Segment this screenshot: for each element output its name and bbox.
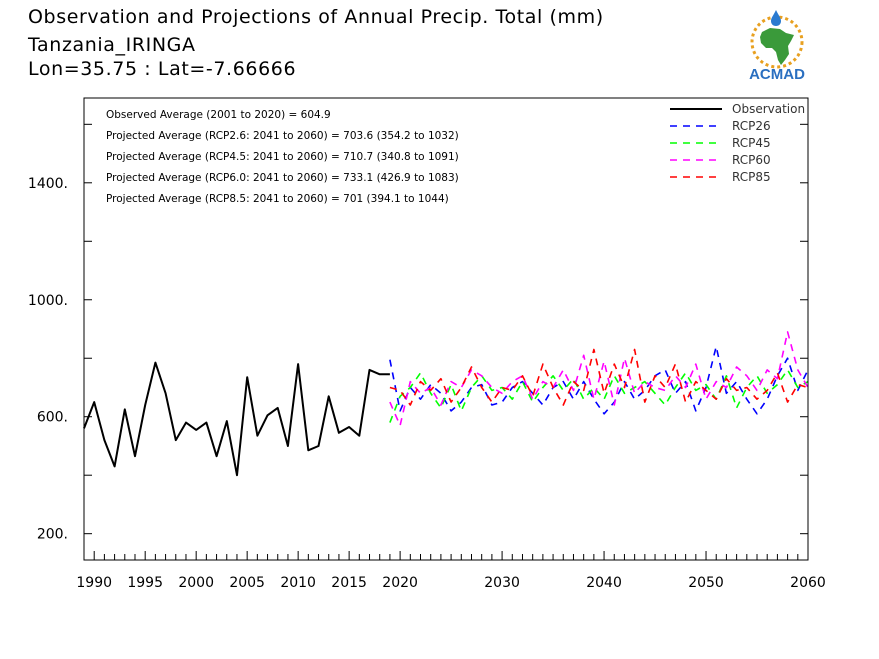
series-line-rcp45: [389, 369, 809, 423]
annotation-line: Projected Average (RCP8.5: 2041 to 2060)…: [106, 193, 449, 205]
x-tick-label: 2060: [790, 575, 826, 591]
x-tick-label: 2015: [331, 575, 367, 591]
ticks-layer: 1990 1995 2000 2005 2010 2015 2020 2030 2040 2050…: [28, 123, 826, 591]
water-drop-icon: [771, 10, 781, 26]
logo-ring: [750, 15, 804, 69]
x-tick-label: 2030: [484, 575, 520, 591]
series-line-rcp26: [389, 345, 809, 415]
africa-map-icon: [760, 28, 794, 65]
x-tick-label: 2000: [178, 575, 214, 591]
annotation-block: Observed Average (2001 to 2020) = 604.9 P…: [106, 109, 459, 205]
series-line-observation: [83, 361, 390, 477]
annotation-line: Projected Average (RCP6.0: 2041 to 2060)…: [106, 172, 459, 184]
chart-title: Observation and Projections of Annual Pr…: [28, 6, 604, 28]
annotation-line: Observed Average (2001 to 2020) = 604.9: [106, 109, 331, 121]
x-tick-label: 2050: [688, 575, 724, 591]
x-tick-label: 1990: [76, 575, 112, 591]
logo-text: ACMAD: [749, 66, 805, 83]
y-tick-label: 1400.: [28, 176, 68, 192]
x-tick-label: 2020: [382, 575, 418, 591]
legend-label-observation: Observation: [732, 102, 805, 116]
annotation-line: Projected Average (RCP2.6: 2041 to 2060)…: [106, 130, 459, 142]
legend: Observation RCP26 RCP45 RCP60 RCP85: [670, 102, 805, 184]
legend-label-rcp45: RCP45: [732, 136, 771, 150]
y-tick-label: 1000.: [28, 293, 68, 309]
x-tick-label: 2010: [280, 575, 316, 591]
location-name: Tanzania_IRINGA: [28, 34, 196, 56]
x-tick-label: 1995: [127, 575, 163, 591]
legend-label-rcp85: RCP85: [732, 170, 771, 184]
legend-label-rcp26: RCP26: [732, 119, 771, 133]
plot-frame: [83, 97, 809, 561]
y-tick-label: 600.: [37, 410, 68, 426]
x-tick-label: 2040: [586, 575, 622, 591]
y-tick-label: 200.: [37, 527, 68, 543]
x-tick-label: 2005: [229, 575, 265, 591]
series-line-rcp60: [389, 331, 809, 427]
legend-label-rcp60: RCP60: [732, 153, 771, 167]
series-layer: [83, 331, 809, 477]
annotation-line: Projected Average (RCP4.5: 2041 to 2060)…: [106, 151, 459, 163]
series-line-rcp85: [389, 348, 809, 406]
coordinates: Lon=35.75 : Lat=-7.66666: [28, 58, 297, 80]
acmad-logo: ACMAD: [749, 10, 805, 83]
